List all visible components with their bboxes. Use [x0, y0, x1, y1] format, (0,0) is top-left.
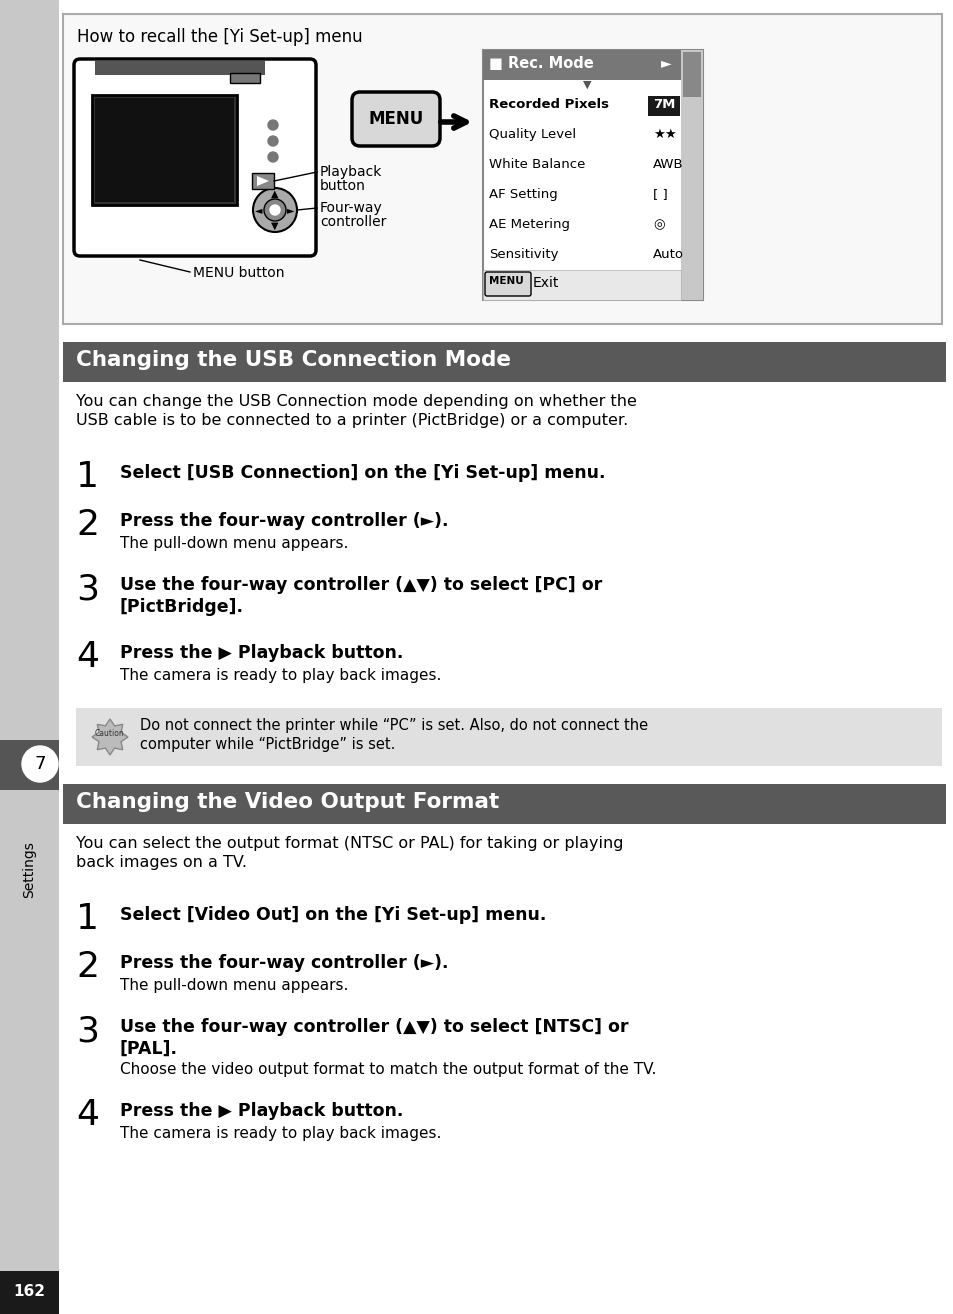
- Text: 162: 162: [13, 1285, 45, 1300]
- Bar: [0, 0, 59, 1314]
- Bar: [230, 74, 260, 83]
- Text: Do not connect the printer while “PC” is set. Also, do not connect the
computer : Do not connect the printer while “PC” is…: [140, 717, 647, 752]
- Text: 3: 3: [76, 572, 99, 606]
- Bar: [91, 95, 236, 205]
- Text: Playback: Playback: [319, 166, 382, 179]
- Text: 4: 4: [76, 640, 99, 674]
- Text: Recorded Pixels: Recorded Pixels: [489, 99, 608, 110]
- Text: ★★: ★★: [652, 127, 676, 141]
- Circle shape: [268, 137, 277, 146]
- Bar: [63, 342, 945, 382]
- FancyBboxPatch shape: [352, 92, 439, 146]
- Text: Changing the USB Connection Mode: Changing the USB Connection Mode: [76, 350, 511, 371]
- Text: ▼: ▼: [582, 80, 591, 89]
- Bar: [0, 740, 59, 790]
- Bar: [482, 50, 702, 300]
- Text: The pull-down menu appears.: The pull-down menu appears.: [120, 978, 348, 993]
- Text: 1: 1: [76, 901, 99, 936]
- Text: How to recall the [Yi Set-up] menu: How to recall the [Yi Set-up] menu: [77, 28, 362, 46]
- Text: The camera is ready to play back images.: The camera is ready to play back images.: [120, 668, 441, 683]
- Text: Select [USB Connection] on the [Yi Set-up] menu.: Select [USB Connection] on the [Yi Set-u…: [120, 464, 605, 482]
- Bar: [680, 50, 702, 300]
- Text: ◄: ◄: [255, 205, 262, 215]
- Bar: [647, 96, 679, 116]
- Text: Changing the Video Output Format: Changing the Video Output Format: [76, 792, 498, 812]
- Text: Use the four-way controller (▲▼) to select [PC] or
[PictBridge].: Use the four-way controller (▲▼) to sele…: [120, 576, 601, 616]
- Text: Auto: Auto: [652, 248, 683, 261]
- Bar: [63, 14, 941, 325]
- Text: Use the four-way controller (▲▼) to select [NTSC] or
[PAL].: Use the four-way controller (▲▼) to sele…: [120, 1018, 628, 1058]
- Polygon shape: [256, 176, 269, 187]
- Text: Choose the video output format to match the output format of the TV.: Choose the video output format to match …: [120, 1062, 656, 1077]
- Bar: [63, 784, 945, 824]
- Text: ■ Rec. Mode: ■ Rec. Mode: [489, 57, 593, 71]
- Text: Press the ▶ Playback button.: Press the ▶ Playback button.: [120, 644, 403, 662]
- FancyBboxPatch shape: [74, 59, 315, 256]
- Text: Settings: Settings: [22, 841, 36, 899]
- Text: You can change the USB Connection mode depending on whether the
USB cable is to : You can change the USB Connection mode d…: [76, 394, 637, 427]
- Text: MENU: MENU: [489, 276, 523, 286]
- Text: 4: 4: [76, 1099, 99, 1131]
- Bar: [95, 60, 265, 75]
- Circle shape: [268, 152, 277, 162]
- Text: 7: 7: [34, 756, 46, 773]
- Text: Press the ▶ Playback button.: Press the ▶ Playback button.: [120, 1102, 403, 1120]
- Text: 3: 3: [76, 1014, 99, 1049]
- Bar: [95, 99, 233, 202]
- Text: ▼: ▼: [271, 221, 278, 231]
- Text: 7M: 7M: [652, 99, 675, 110]
- Circle shape: [253, 188, 296, 233]
- Text: Exit: Exit: [533, 276, 558, 290]
- Text: Caution: Caution: [95, 728, 125, 737]
- Text: ►: ►: [287, 205, 294, 215]
- Circle shape: [264, 198, 286, 221]
- Bar: [0, 1271, 59, 1314]
- Text: You can select the output format (NTSC or PAL) for taking or playing
back images: You can select the output format (NTSC o…: [76, 836, 623, 870]
- Text: AF Setting: AF Setting: [489, 188, 558, 201]
- Polygon shape: [91, 719, 128, 756]
- Text: [ ]: [ ]: [652, 188, 667, 201]
- Text: Four-way: Four-way: [319, 201, 382, 215]
- Text: ▲: ▲: [271, 189, 278, 198]
- Text: MENU: MENU: [368, 110, 423, 127]
- Text: The camera is ready to play back images.: The camera is ready to play back images.: [120, 1126, 441, 1141]
- Circle shape: [268, 120, 277, 130]
- Text: ►: ►: [660, 57, 671, 70]
- Text: 2: 2: [76, 950, 99, 984]
- Text: controller: controller: [319, 215, 386, 229]
- Bar: [482, 50, 680, 80]
- Text: ◎: ◎: [652, 218, 664, 231]
- Text: Quality Level: Quality Level: [489, 127, 576, 141]
- Text: White Balance: White Balance: [489, 158, 585, 171]
- FancyBboxPatch shape: [484, 272, 531, 296]
- Bar: [76, 708, 941, 766]
- Bar: [252, 173, 274, 189]
- Circle shape: [22, 746, 58, 782]
- Text: button: button: [319, 179, 366, 193]
- Text: Sensitivity: Sensitivity: [489, 248, 558, 261]
- Text: The pull-down menu appears.: The pull-down menu appears.: [120, 536, 348, 551]
- Text: Press the four-way controller (►).: Press the four-way controller (►).: [120, 954, 448, 972]
- Text: AE Metering: AE Metering: [489, 218, 569, 231]
- Bar: [482, 269, 680, 300]
- Bar: [682, 53, 700, 97]
- Text: AWB: AWB: [652, 158, 683, 171]
- Text: 2: 2: [76, 509, 99, 541]
- Text: MENU button: MENU button: [193, 265, 284, 280]
- Circle shape: [270, 205, 280, 215]
- Text: 1: 1: [76, 460, 99, 494]
- Text: Press the four-way controller (►).: Press the four-way controller (►).: [120, 512, 448, 530]
- Text: Select [Video Out] on the [Yi Set-up] menu.: Select [Video Out] on the [Yi Set-up] me…: [120, 905, 546, 924]
